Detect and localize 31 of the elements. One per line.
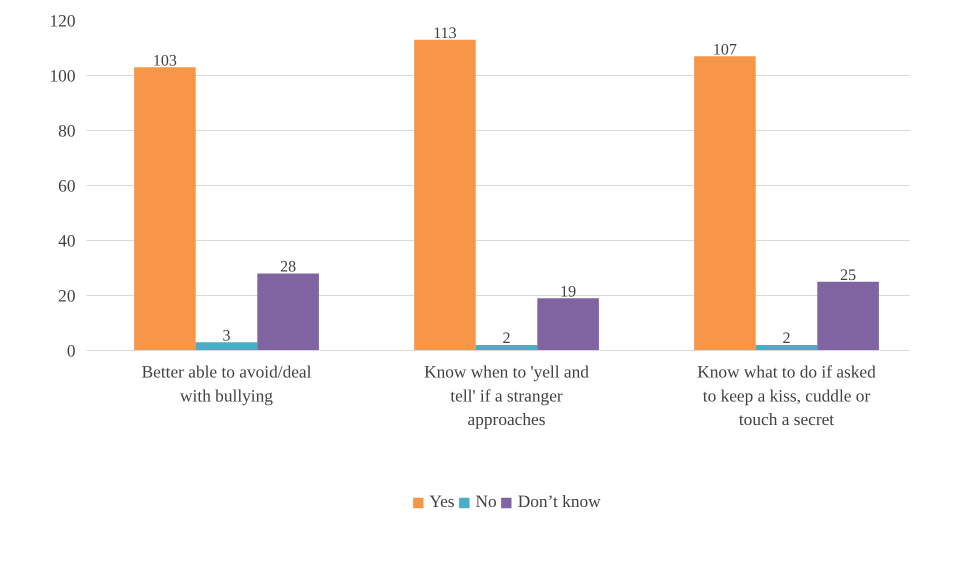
y-tick-label: 100 (50, 66, 76, 86)
y-tick-label: 20 (58, 286, 76, 306)
bar (414, 40, 476, 350)
data-label: 2 (782, 330, 790, 347)
bar (196, 342, 258, 350)
y-tick-label: 120 (50, 12, 76, 30)
bar (694, 56, 756, 350)
bar (817, 282, 879, 350)
y-tick-label: 40 (58, 232, 76, 250)
data-label: 28 (280, 258, 296, 276)
data-label: 19 (560, 283, 576, 300)
y-tick-label: 0 (66, 342, 76, 360)
y-tick-label: 60 (58, 176, 76, 196)
data-label: 103 (152, 52, 177, 70)
data-label: 113 (433, 24, 457, 42)
legend-label: Yes (429, 492, 455, 512)
bar (134, 67, 196, 350)
legend-label: No (476, 492, 497, 512)
bar (537, 298, 599, 350)
y-tick-label: 80 (58, 122, 76, 140)
bar (476, 345, 538, 350)
x-tick-label: Know when to 'yell and tell' if a stranger approaches (424, 362, 590, 429)
data-label: 2 (502, 330, 510, 347)
x-tick-label: Know what to do if asked to keep a kiss, cuddle or touch a secret (697, 362, 876, 429)
legend-label: Don’t know (518, 492, 601, 512)
data-label: 3 (222, 327, 230, 344)
bar (257, 274, 319, 350)
data-label: 25 (840, 266, 856, 284)
x-tick-label: Better able to avoid/deal with bullying (142, 362, 312, 406)
data-label: 107 (712, 41, 737, 58)
bar (756, 345, 818, 350)
